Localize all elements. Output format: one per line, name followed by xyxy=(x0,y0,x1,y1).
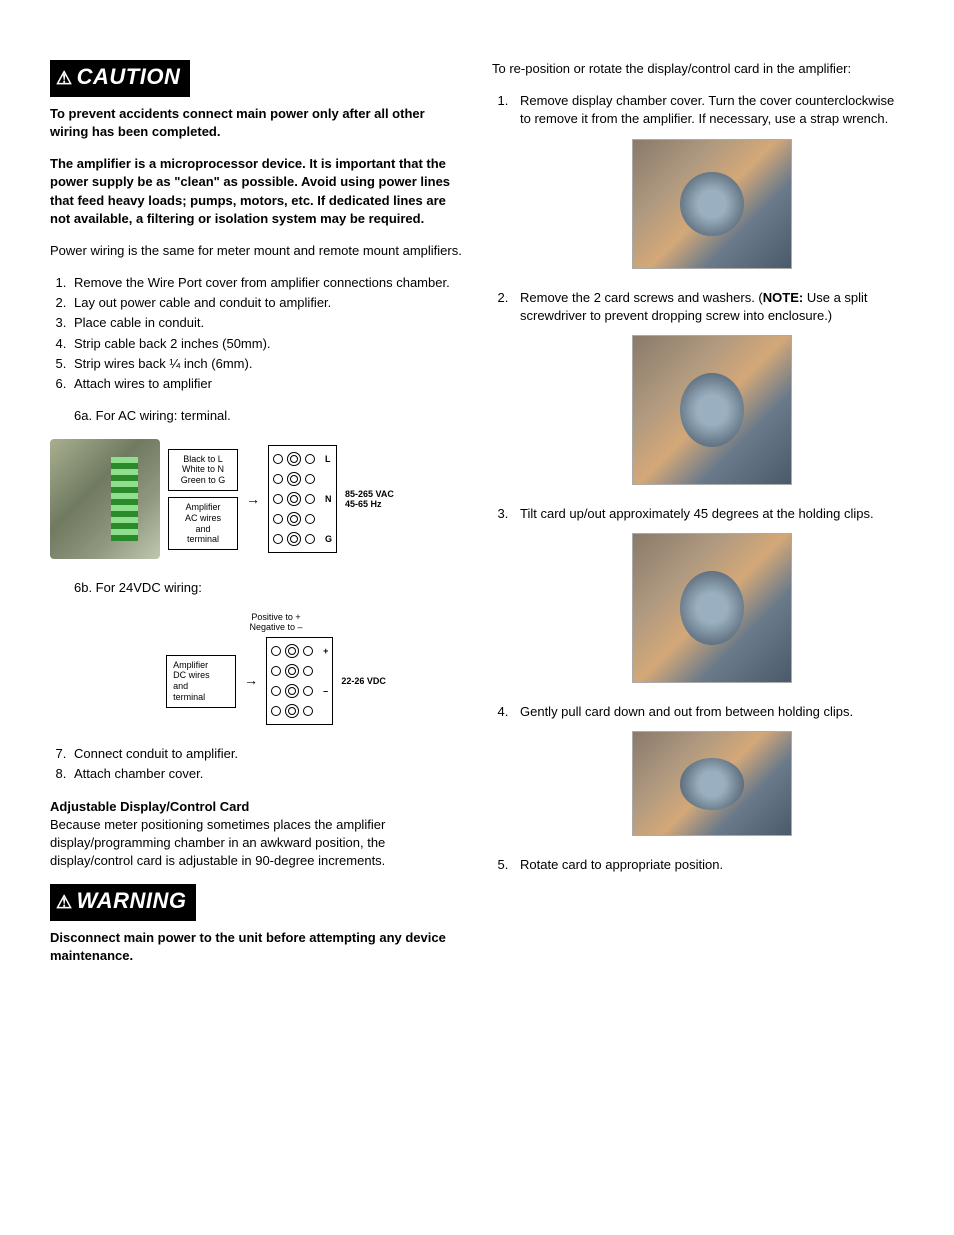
dc-polarity-label: Positive to + Negative to – xyxy=(249,612,302,634)
rstep-4: Gently pull card down and out from betwe… xyxy=(512,703,904,836)
caution-badge: CAUTION xyxy=(50,60,190,97)
right-column: To re-position or rotate the display/con… xyxy=(492,60,904,980)
power-steps-list: Remove the Wire Port cover from amplifie… xyxy=(50,274,462,393)
step-6b: 6b. For 24VDC wiring: xyxy=(50,579,462,597)
ac-callouts: Black to L White to N Green to G Amplifi… xyxy=(168,449,238,551)
power-intro: Power wiring is the same for meter mount… xyxy=(50,242,462,260)
arrow-icon: → xyxy=(246,490,260,510)
left-column: CAUTION To prevent accidents connect mai… xyxy=(50,60,462,980)
step-7: Connect conduit to amplifier. xyxy=(70,745,462,763)
reposition-steps: Remove display chamber cover. Turn the c… xyxy=(492,92,904,874)
step-1: Remove the Wire Port cover from amplifie… xyxy=(70,274,462,292)
arrow-icon: → xyxy=(244,671,258,691)
warning-body: Disconnect main power to the unit before… xyxy=(50,929,462,965)
caution-para-1: To prevent accidents connect main power … xyxy=(50,105,462,141)
caution-para-2: The amplifier is a microprocessor device… xyxy=(50,155,462,228)
ac-wiring-diagram: Black to L White to N Green to G Amplifi… xyxy=(50,439,462,559)
rstep-5: Rotate card to appropriate position. xyxy=(512,856,904,874)
adjustable-card-section: Adjustable Display/Control Card Because … xyxy=(50,798,462,871)
step-8: Attach chamber cover. xyxy=(70,765,462,783)
step-2: Lay out power cable and conduit to ampli… xyxy=(70,294,462,312)
ac-terminal-block: L N G xyxy=(268,445,337,553)
rstep-1: Remove display chamber cover. Turn the c… xyxy=(512,92,904,268)
step-4: Strip cable back 2 inches (50mm). xyxy=(70,335,462,353)
photo-tilt-card xyxy=(632,533,792,683)
photo-pull-card xyxy=(632,731,792,836)
ac-voltage-label: 85-265 VAC 45-65 Hz xyxy=(345,489,394,511)
dc-voltage-label: 22-26 VDC xyxy=(341,676,386,687)
photo-remove-cover xyxy=(632,139,792,269)
dc-terminal-block: + – xyxy=(266,637,333,725)
step-6a: 6a. For AC wiring: terminal. xyxy=(50,407,462,425)
rstep-3: Tilt card up/out approximately 45 degree… xyxy=(512,505,904,683)
dc-wiring-diagram: Positive to + Negative to – Amplifier DC… xyxy=(90,612,462,726)
ac-callout-2: Amplifier AC wires and terminal xyxy=(168,497,238,550)
step-5: Strip wires back ¼ inch (6mm). xyxy=(70,355,462,373)
terminal-photo xyxy=(50,439,160,559)
step-6: Attach wires to amplifier xyxy=(70,375,462,393)
ac-callout-1: Black to L White to N Green to G xyxy=(168,449,238,491)
photo-remove-screws xyxy=(632,335,792,485)
dc-callout: Amplifier DC wires and terminal xyxy=(166,655,236,708)
reposition-intro: To re-position or rotate the display/con… xyxy=(492,60,904,78)
rstep-2: Remove the 2 card screws and washers. (N… xyxy=(512,289,904,485)
step-3: Place cable in conduit. xyxy=(70,314,462,332)
warning-badge: WARNING xyxy=(50,884,196,921)
power-steps-list-cont: Connect conduit to amplifier. Attach cha… xyxy=(50,745,462,783)
